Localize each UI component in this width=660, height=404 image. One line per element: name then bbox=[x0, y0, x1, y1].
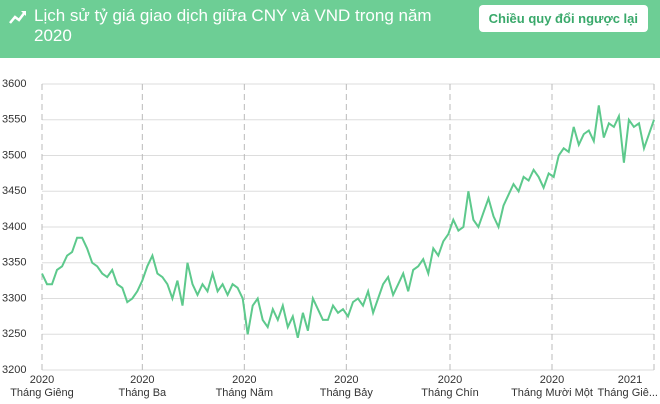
x-tick-year: 2020 bbox=[438, 374, 462, 386]
x-tick-label: Tháng Mười Một bbox=[511, 387, 593, 399]
y-tick-label: 3250 bbox=[2, 328, 26, 340]
x-tick-year: 2020 bbox=[334, 374, 358, 386]
y-tick-label: 3600 bbox=[2, 78, 26, 90]
y-tick-label: 3300 bbox=[2, 292, 26, 304]
line bbox=[41, 105, 655, 339]
header: Lịch sử tỷ giá giao dịch giữa CNY và VND… bbox=[0, 0, 660, 58]
y-tick-label: 3350 bbox=[2, 257, 26, 269]
y-tick-label: 3200 bbox=[2, 364, 26, 376]
y-tick-label: 3550 bbox=[2, 114, 26, 126]
reverse-button[interactable]: Chiều quy đổi ngược lại bbox=[478, 5, 648, 32]
x-tick-label: Tháng Bảy bbox=[320, 387, 374, 399]
title: Lịch sử tỷ giá giao dịch giữa CNY và VND… bbox=[34, 6, 432, 45]
chart: 3200 3250 3300 3350 3400 3450 3500 3550 3600 2020… bbox=[2, 78, 658, 399]
y-tick-label: 3450 bbox=[2, 185, 26, 197]
x-tick-label: Tháng Giêng bbox=[10, 387, 74, 399]
x-tick-year: 2021 bbox=[618, 374, 642, 386]
x-tick-label: Tháng Chín bbox=[421, 387, 478, 399]
y-tick-label: 3400 bbox=[2, 221, 26, 233]
x-tick-year: 2020 bbox=[30, 374, 54, 386]
x-tick-label: Tháng Ba bbox=[118, 387, 167, 399]
x-tick-label: Tháng Năm bbox=[216, 387, 273, 399]
y-tick-label: 3500 bbox=[2, 149, 26, 161]
x-tick-year: 2020 bbox=[232, 374, 256, 386]
x-tick-label: Tháng Giê... bbox=[597, 387, 658, 399]
chart-icon bbox=[9, 11, 26, 24]
x-tick-year: 2020 bbox=[130, 374, 154, 386]
x-tick-year: 2020 bbox=[540, 374, 564, 386]
